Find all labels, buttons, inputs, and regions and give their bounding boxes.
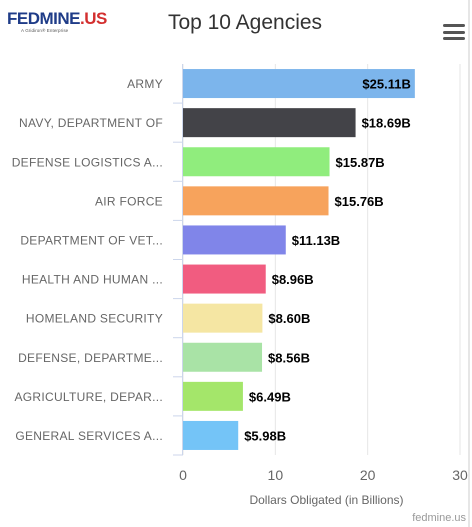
fedmine-logo: FEDMINE.US	[7, 9, 107, 29]
x-tick-label: 10	[268, 467, 284, 483]
category-label: HEALTH AND HUMAN ...	[22, 273, 163, 287]
x-tick-label: 30	[452, 467, 468, 483]
menu-line	[443, 37, 465, 40]
chart-title: Top 10 Agencies	[167, 11, 323, 34]
data-label: $6.49B	[249, 389, 291, 404]
logo-text: FEDMINE	[7, 9, 81, 28]
category-label: GENERAL SERVICES A...	[15, 429, 163, 443]
bar-7	[183, 303, 263, 333]
credits-text[interactable]: fedmine.us	[412, 512, 466, 524]
bar-8	[183, 342, 263, 372]
bar-2	[183, 108, 356, 138]
data-label: $8.60B	[268, 311, 310, 326]
category-label: HOMELAND SECURITY	[26, 312, 163, 326]
data-label: $25.11B	[362, 77, 410, 92]
bar-5	[183, 225, 286, 255]
data-label: $8.56B	[268, 350, 310, 365]
bar-3	[183, 147, 330, 177]
logo-subtitle: A Gridiron® Enterprise	[21, 28, 69, 33]
x-tick-label: 0	[179, 467, 187, 483]
data-label: $15.87B	[336, 155, 385, 170]
data-label: $18.69B	[362, 116, 411, 131]
hamburger-menu-icon[interactable]	[443, 24, 465, 40]
category-label: DEFENSE LOGISTICS A...	[12, 155, 163, 169]
category-label: DEPARTMENT OF VET...	[20, 233, 163, 247]
bar-1	[183, 69, 415, 99]
category-label: NAVY, DEPARTMENT OF	[19, 116, 163, 130]
bar-9	[183, 381, 243, 411]
bar-10	[183, 420, 239, 450]
logo-dot: .US	[80, 9, 107, 28]
menu-line	[443, 24, 465, 27]
bar-4	[183, 186, 329, 216]
category-label: DEFENSE, DEPARTME...	[18, 351, 163, 365]
category-label: AGRICULTURE, DEPAR...	[14, 390, 163, 404]
x-tick-label: 20	[360, 467, 376, 483]
category-label: AIR FORCE	[95, 194, 163, 208]
data-label: $11.13B	[292, 233, 340, 248]
menu-line	[443, 30, 465, 34]
x-axis-title: Dollars Obligated (in Billions)	[249, 493, 403, 507]
bar-6	[183, 264, 266, 294]
data-label: $15.76B	[335, 194, 384, 209]
data-label: $8.96B	[272, 272, 314, 287]
category-label: ARMY	[127, 77, 163, 91]
data-label: $5.98B	[244, 428, 286, 443]
